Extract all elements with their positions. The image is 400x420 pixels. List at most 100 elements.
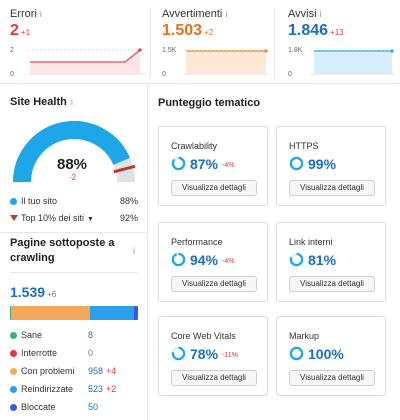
divider	[10, 272, 138, 273]
gauge-fill	[13, 121, 130, 183]
card-markup: Markup 100% Visualizza dettagli	[276, 316, 386, 396]
broken-count: 0	[88, 348, 94, 358]
issues-count[interactable]: 958 +4	[88, 366, 117, 376]
crawl-row-issues[interactable]: Con problemi 958 +4	[10, 366, 138, 380]
bar-segment-blocked[interactable]	[133, 306, 138, 320]
blocked-dot	[10, 404, 17, 411]
warnings-sparkline: 1.5K 0	[162, 47, 268, 78]
thematic-score-title: Punteggio tematico	[158, 97, 261, 109]
card-score: 100%	[308, 346, 344, 362]
left-column: Site Health i 88% -2 Il tuo sito 88% Top …	[0, 84, 148, 420]
top10-marker	[113, 164, 136, 174]
score-ring-icon	[171, 252, 186, 267]
crawl-row-blocked[interactable]: Bloccate 50	[10, 402, 138, 416]
card-score: 78% -11%	[190, 346, 238, 362]
card-performance: Performance 94% -4% Visualizza dettagli	[158, 222, 268, 302]
divider	[150, 8, 151, 78]
bar-segment-issues[interactable]	[10, 306, 91, 320]
issues-summary: Errori i 2 +1 2 0 Avvertimenti i 1.503 +2 1.…	[0, 0, 400, 84]
redirected-count[interactable]: 523 +2	[88, 384, 117, 394]
score-ring-icon	[289, 346, 304, 361]
warnings-axis-top: 1.5K	[162, 47, 177, 54]
top10-marker-icon	[10, 215, 18, 221]
issues-delta: +4	[106, 366, 117, 376]
legend-top10[interactable]: Top 10% dei siti ▼ 92%	[10, 213, 138, 227]
view-details-button[interactable]: Visualizza dettagli	[289, 276, 375, 292]
notices-sparkline: 1.8K 0	[288, 47, 394, 78]
card-score: 99%	[308, 156, 337, 172]
score-ring-icon	[289, 156, 304, 171]
notices-axis-top: 1.8K	[288, 47, 303, 54]
warnings-delta: +2	[204, 28, 214, 37]
healthy-count[interactable]: 8	[88, 330, 94, 340]
errors-sparkline: 2 0	[10, 47, 146, 78]
site-health-score: 88%	[57, 156, 88, 173]
issues-dot	[10, 368, 17, 375]
crawl-row-healthy[interactable]: Sane 8	[10, 330, 138, 344]
site-health-delta: -2	[69, 173, 77, 182]
card-name: Performance	[171, 237, 223, 247]
errors-value[interactable]: 2 +1	[10, 22, 31, 39]
bar-segment-healthy[interactable]	[10, 306, 11, 320]
info-icon[interactable]: i	[319, 9, 322, 19]
crawled-pages-delta: +6	[47, 290, 57, 299]
score-ring-icon	[289, 252, 304, 267]
info-icon[interactable]: i	[133, 246, 135, 256]
crawled-pages-bar[interactable]	[10, 306, 138, 320]
card-name: HTTPS	[289, 141, 319, 151]
view-details-button[interactable]: Visualizza dettagli	[289, 370, 375, 386]
card-core-web-vitals: Core Web Vitals 78% -11% Visualizza detta…	[158, 316, 268, 396]
card-delta: -4%	[222, 162, 235, 169]
card-name: Crawlability	[171, 141, 218, 151]
divider	[0, 232, 148, 233]
crawled-pages-title: Pagine sottoposte a crawling	[10, 237, 115, 264]
score-ring-icon	[171, 346, 186, 361]
healthy-dot	[10, 332, 17, 339]
broken-dot	[10, 350, 17, 357]
view-details-button[interactable]: Visualizza dettagli	[289, 180, 375, 196]
errors-axis-bottom: 0	[10, 71, 14, 78]
crawl-row-broken[interactable]: Interrotte 0	[10, 348, 138, 362]
card-name: Link interni	[289, 237, 333, 247]
view-details-button[interactable]: Visualizza dettagli	[171, 276, 257, 292]
warnings-axis-bottom: 0	[162, 71, 166, 78]
score-ring-icon	[171, 156, 186, 171]
card-https: HTTPS 99% Visualizza dettagli	[276, 126, 386, 206]
your-site-dot	[10, 198, 17, 205]
your-site-value: 88%	[119, 196, 138, 206]
errors-label: Errori i	[10, 8, 42, 20]
view-details-button[interactable]: Visualizza dettagli	[171, 370, 257, 386]
notices-label: Avvisi i	[288, 8, 322, 20]
redirected-dot	[10, 386, 17, 393]
card-name: Markup	[289, 331, 320, 341]
site-health-title: Site Health i	[10, 96, 73, 108]
crawled-pages-total[interactable]: 1.539 +6	[10, 284, 57, 300]
legend-your-site: Il tuo sito 88%	[10, 196, 138, 210]
card-internal-links: Link interni 81% Visualizza dettagli	[276, 222, 386, 302]
notices-delta: +13	[330, 28, 344, 37]
errors-metric[interactable]: Errori i 2 +1 2 0	[10, 0, 148, 84]
info-icon[interactable]: i	[70, 97, 73, 107]
chevron-down-icon[interactable]: ▼	[87, 216, 94, 223]
errors-axis-top: 2	[10, 47, 14, 54]
warnings-value[interactable]: 1.503 +2	[162, 22, 214, 39]
notices-metric[interactable]: Avvisi i 1.846 +13 1.8K 0	[288, 0, 396, 84]
card-score: 87% -4%	[190, 156, 235, 172]
site-health-gauge[interactable]	[10, 118, 138, 188]
crawl-row-redirected[interactable]: Reindirizzate 523 +2	[10, 384, 138, 398]
card-score: 94% -4%	[190, 252, 235, 268]
info-icon[interactable]: i	[225, 9, 228, 19]
warnings-metric[interactable]: Avvertimenti i 1.503 +2 1.5K 0	[162, 0, 270, 84]
bar-segment-redirected[interactable]	[90, 306, 134, 320]
blocked-count[interactable]: 50	[88, 402, 99, 412]
notices-axis-bottom: 0	[288, 71, 292, 78]
card-name: Core Web Vitals	[171, 331, 236, 341]
card-crawlability: Crawlability 87% -4% Visualizza dettagli	[158, 126, 268, 206]
card-delta: -11%	[222, 352, 238, 359]
card-score: 81%	[308, 252, 337, 268]
view-details-button[interactable]: Visualizza dettagli	[171, 180, 257, 196]
card-delta: -4%	[222, 258, 235, 265]
errors-delta: +1	[20, 28, 31, 37]
info-icon[interactable]: i	[39, 9, 42, 19]
notices-value[interactable]: 1.846 +13	[288, 22, 344, 39]
